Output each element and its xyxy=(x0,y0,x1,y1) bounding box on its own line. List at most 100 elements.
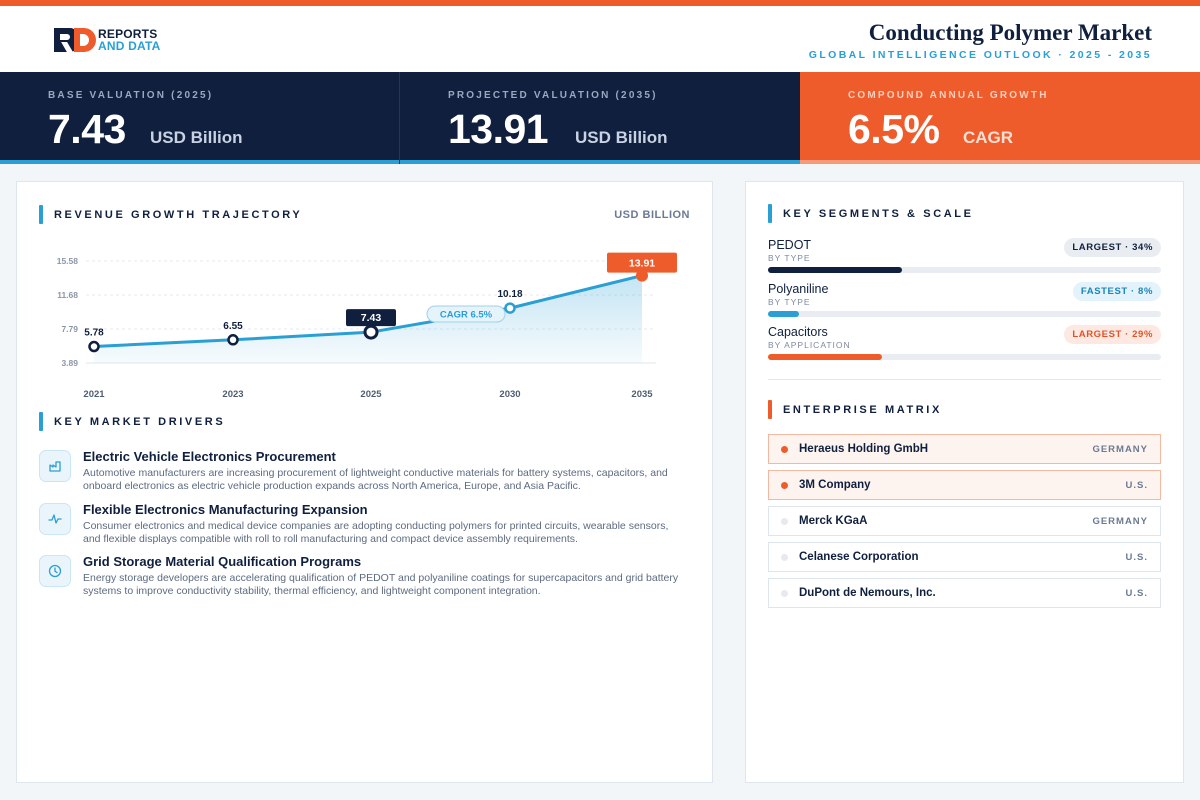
driver-title: Flexible Electronics Manufacturing Expan… xyxy=(83,502,368,517)
section-accent xyxy=(39,412,43,431)
section-accent xyxy=(768,204,772,223)
chart-unit-label: USD BILLION xyxy=(614,209,690,221)
data-point xyxy=(227,334,239,346)
kpi-unit: CAGR xyxy=(963,128,1014,147)
kpi-strip: BASE VALUATION (2025) 7.43 USD Billion P… xyxy=(0,72,1200,164)
company-name: Merck KGaA xyxy=(799,515,868,527)
segment-category: BY TYPE xyxy=(768,253,811,263)
company-country: GERMANY xyxy=(1092,444,1148,455)
kpi-unit: USD Billion xyxy=(150,128,243,147)
kpi-value: 13.91 xyxy=(448,106,549,152)
left-panel: REVENUE GROWTH TRAJECTORY USD BILLION xyxy=(16,181,713,783)
cagr-annotation-label: CAGR 6.5% xyxy=(440,310,493,321)
company-row[interactable]: 3M Company U.S. xyxy=(768,470,1161,500)
data-label: 10.18 xyxy=(497,289,522,300)
segment-bar-track xyxy=(768,311,1161,317)
top-accent-bar xyxy=(0,0,1200,6)
kpi-unit: USD Billion xyxy=(575,128,668,147)
page-header: REPORTS AND DATA Conducting Polymer Mark… xyxy=(0,6,1200,72)
status-dot-icon xyxy=(781,446,788,453)
kpi-base-valuation: BASE VALUATION (2025) 7.43 USD Billion xyxy=(0,72,400,164)
matrix-section-title: ENTERPRISE MATRIX xyxy=(783,403,942,416)
kpi-label: COMPOUND ANNUAL GROWTH xyxy=(848,90,1049,101)
segment-badge: LARGEST · 29% xyxy=(1064,325,1161,344)
data-label: 5.78 xyxy=(84,328,104,339)
kpi-accent-bar xyxy=(400,160,800,164)
logo-line-2: AND DATA xyxy=(98,39,161,53)
company-country: U.S. xyxy=(1125,480,1148,491)
matrix-section-heading: ENTERPRISE MATRIX xyxy=(768,400,942,419)
revenue-growth-chart: 15.58 11.68 7.79 3.89 CAGR 6.5% 5.78 2021 6.55 2… xyxy=(57,252,677,400)
company-country: GERMANY xyxy=(1092,516,1148,527)
segments-section-heading: KEY SEGMENTS & SCALE xyxy=(768,204,974,223)
logo-line-1: REPORTS xyxy=(98,27,158,41)
x-tick-label: 2025 xyxy=(360,389,382,400)
data-point xyxy=(88,340,100,353)
segment-bar-fill xyxy=(768,267,902,273)
panel-divider xyxy=(768,379,1161,380)
company-name: 3M Company xyxy=(799,479,871,491)
kpi-label: PROJECTED VALUATION (2035) xyxy=(448,90,658,101)
company-name: Celanese Corporation xyxy=(799,551,919,563)
y-tick-label: 7.79 xyxy=(61,324,78,334)
segment-bar-fill xyxy=(768,354,882,360)
driver-title: Grid Storage Material Qualification Prog… xyxy=(83,554,362,569)
logo-mark-icon xyxy=(54,28,96,52)
kpi-cagr: COMPOUND ANNUAL GROWTH 6.5% CAGR xyxy=(800,72,1200,164)
segment-badge: FASTEST · 8% xyxy=(1072,282,1161,301)
driver-description: Consumer electronics and medical device … xyxy=(83,520,669,545)
segment-bar-track xyxy=(768,267,1161,273)
x-tick-label: 2021 xyxy=(83,389,105,400)
driver-description: Automotive manufacturers are increasing … xyxy=(83,467,668,492)
data-point xyxy=(504,302,516,314)
segment-name: Polyaniline xyxy=(768,282,829,296)
y-tick-label: 11.68 xyxy=(57,290,78,300)
data-label-badge xyxy=(607,252,677,273)
brand-logo: REPORTS AND DATA xyxy=(54,28,160,52)
company-row[interactable]: Celanese Corporation U.S. xyxy=(768,542,1161,572)
section-accent xyxy=(39,205,43,224)
segment-badge: LARGEST · 34% xyxy=(1064,238,1161,257)
cagr-annotation-pill xyxy=(426,305,506,323)
kpi-label: BASE VALUATION (2025) xyxy=(48,90,214,101)
kpi-accent-bar xyxy=(0,160,399,164)
chart-section-title: REVENUE GROWTH TRAJECTORY xyxy=(54,208,303,221)
data-label: 6.55 xyxy=(223,321,243,332)
page-title: Conducting Polymer Market xyxy=(868,20,1152,45)
status-dot-icon xyxy=(781,554,788,561)
data-label: 7.43 xyxy=(361,312,382,324)
status-dot-icon xyxy=(781,482,788,489)
data-label-badge xyxy=(346,309,396,327)
section-accent xyxy=(768,400,772,419)
kpi-value: 7.43 xyxy=(48,106,126,152)
y-tick-label: 3.89 xyxy=(61,358,78,368)
company-row[interactable]: Heraeus Holding GmbH GERMANY xyxy=(768,434,1161,464)
factory-icon xyxy=(39,450,71,482)
x-tick-label: 2035 xyxy=(631,389,653,400)
company-row[interactable]: DuPont de Nemours, Inc. U.S. xyxy=(768,578,1161,608)
driver-title: Electric Vehicle Electronics Procurement xyxy=(83,449,336,464)
data-label: 13.91 xyxy=(629,258,655,270)
x-tick-label: 2023 xyxy=(222,389,243,400)
status-dot-icon xyxy=(781,518,788,525)
segment-name: PEDOT xyxy=(768,238,812,252)
page-subtitle: GLOBAL INTELLIGENCE OUTLOOK · 2025 - 203… xyxy=(808,49,1152,61)
segment-category: BY APPLICATION xyxy=(768,340,851,350)
segment-name: Capacitors xyxy=(768,325,828,339)
logo-text: REPORTS AND DATA xyxy=(98,28,160,52)
company-row[interactable]: Merck KGaA GERMANY xyxy=(768,506,1161,536)
kpi-value: 6.5% xyxy=(848,106,940,152)
y-tick-label: 15.58 xyxy=(57,256,79,266)
data-point xyxy=(636,269,648,282)
chart-section-heading: REVENUE GROWTH TRAJECTORY xyxy=(39,205,302,224)
segment-bar-fill xyxy=(768,311,800,317)
segment-category: BY TYPE xyxy=(768,297,811,307)
segments-section-title: KEY SEGMENTS & SCALE xyxy=(783,207,974,220)
drivers-section-title: KEY MARKET DRIVERS xyxy=(54,415,226,428)
company-country: U.S. xyxy=(1125,588,1148,599)
kpi-projected-valuation: PROJECTED VALUATION (2035) 13.91 USD Bil… xyxy=(400,72,800,164)
drivers-section-heading: KEY MARKET DRIVERS xyxy=(39,412,225,431)
company-name: Heraeus Holding GmbH xyxy=(799,443,929,455)
x-tick-label: 2030 xyxy=(499,389,520,400)
pulse-icon xyxy=(39,503,71,535)
